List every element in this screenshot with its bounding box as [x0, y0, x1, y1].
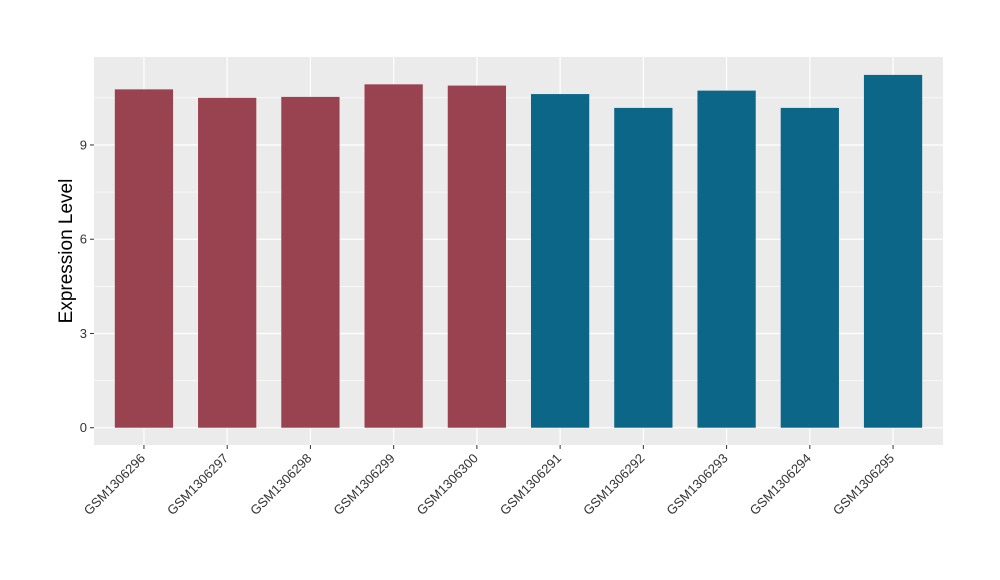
- x-tick-label: GSM1306300: [414, 451, 481, 518]
- bar-GSM1306291: [530, 94, 590, 428]
- x-tick-label: GSM1306298: [247, 451, 314, 518]
- bars: [114, 74, 923, 428]
- x-tick-label: GSM1306297: [164, 451, 231, 518]
- y-tick-label: 0: [80, 420, 87, 435]
- x-tick-label: GSM1306291: [497, 451, 564, 518]
- bar-GSM1306292: [614, 107, 673, 428]
- bar-GSM1306297: [198, 97, 257, 428]
- x-tick-label: GSM1306292: [580, 451, 647, 518]
- bar-GSM1306299: [364, 84, 423, 428]
- y-tick-label: 3: [80, 326, 87, 341]
- bar-GSM1306296: [114, 89, 174, 428]
- bar-GSM1306295: [863, 74, 923, 428]
- x-tick-label: GSM1306293: [663, 451, 730, 518]
- y-tick-label: 9: [80, 137, 87, 152]
- x-axis: GSM1306296 GSM1306297 GSM1306298 GSM1306299…: [81, 445, 897, 518]
- x-tick-label: GSM1306296: [81, 451, 148, 518]
- x-tick-label: GSM1306294: [747, 451, 814, 518]
- bar-GSM1306294: [780, 107, 839, 428]
- y-axis-title: Expression Level: [56, 179, 77, 324]
- y-axis: 0 3 6 9: [80, 137, 94, 435]
- x-tick-label: GSM1306295: [830, 451, 897, 518]
- bar-GSM1306300: [447, 85, 507, 428]
- bar-GSM1306298: [281, 96, 340, 428]
- y-tick-label: 6: [80, 232, 87, 247]
- x-tick-label: GSM1306299: [330, 451, 397, 518]
- bar-GSM1306293: [697, 90, 756, 428]
